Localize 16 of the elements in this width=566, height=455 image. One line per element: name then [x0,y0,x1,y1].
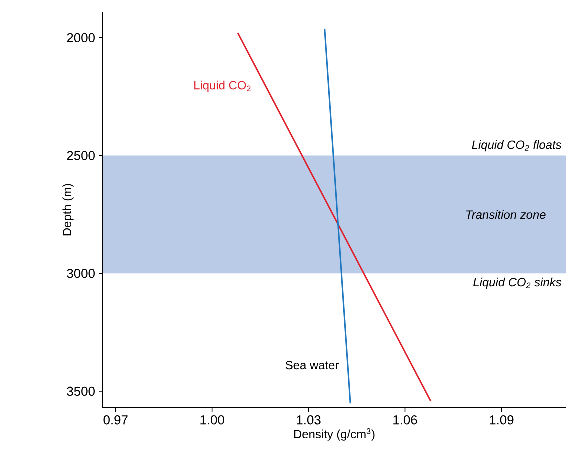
y-axis-title: Depth (m) [62,184,74,236]
series-label: Liquid CO$_{2}$ [194,80,251,92]
series-label: Sea water [286,361,339,370]
x-tick-label: 0.97 [104,416,128,425]
y-tick-label: 2500 [67,151,95,160]
y-tick-label: 2000 [67,33,95,43]
y-tick-label: 3500 [67,386,95,396]
band-label: Transition zone [466,210,546,220]
y-tick-label: 3000 [67,269,95,278]
x-tick-label: 1.00 [200,416,224,425]
annotation: Liquid CO$_{2}$ floats [472,140,562,152]
annotation: Liquid CO$_{2}$ sinks [474,278,562,289]
x-tick-label: 1.09 [490,416,514,425]
x-tick-label: 1.06 [394,416,418,425]
x-axis-title: Density (g/cm$^{3}$) [294,428,375,441]
x-tick-label: 1.03 [297,416,321,425]
